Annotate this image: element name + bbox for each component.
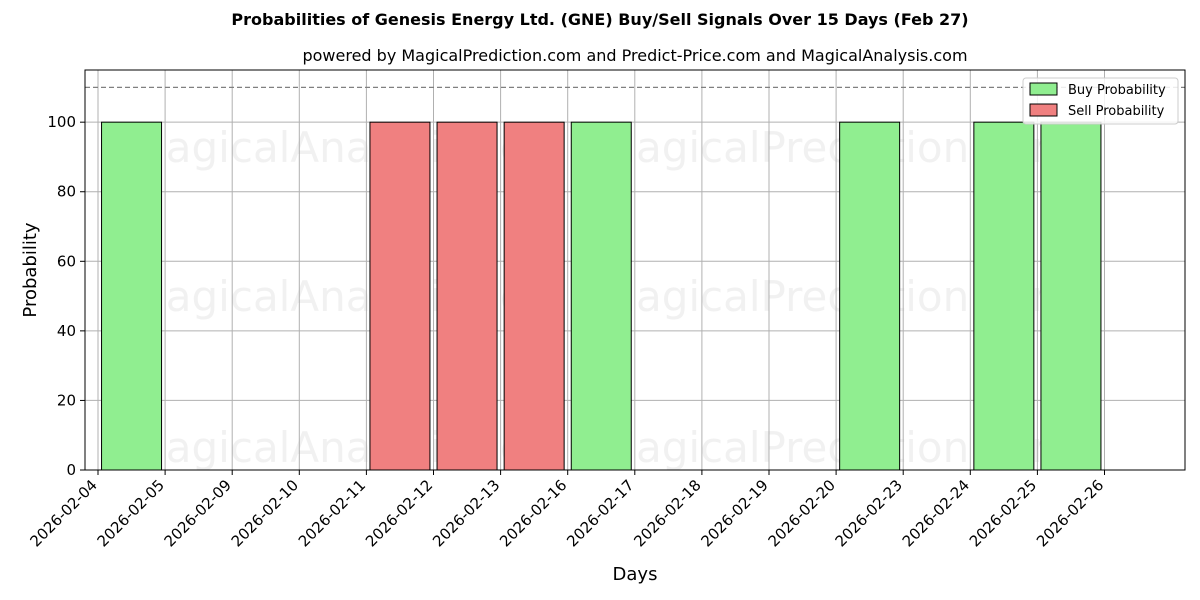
legend-swatch-buy bbox=[1029, 82, 1058, 96]
x-tick-label: 2026-02-25 bbox=[966, 476, 1040, 550]
buy-bar bbox=[570, 121, 632, 471]
y-axis-label: Probability bbox=[20, 222, 41, 317]
buy-bar bbox=[101, 121, 163, 471]
x-tick-label: 2026-02-18 bbox=[630, 476, 704, 550]
x-tick-label: 2026-02-19 bbox=[697, 476, 771, 550]
sell-bar bbox=[369, 121, 431, 471]
x-tick-label: 2026-02-13 bbox=[429, 476, 503, 550]
sell-bar bbox=[436, 121, 498, 471]
y-tick-label: 0 bbox=[66, 461, 76, 479]
x-tick-label: 2026-02-26 bbox=[1033, 476, 1107, 550]
y-tick-label: 100 bbox=[47, 113, 76, 131]
x-tick-label: 2026-02-10 bbox=[228, 476, 302, 550]
x-tick-label: 2026-02-11 bbox=[295, 476, 369, 550]
x-tick-label: 2026-02-17 bbox=[563, 476, 637, 550]
x-tick-label: 2026-02-24 bbox=[899, 476, 973, 550]
watermark-text: MagicalAnalysis.com bbox=[130, 272, 567, 321]
y-tick-label: 80 bbox=[57, 183, 76, 201]
y-tick-label: 40 bbox=[57, 322, 76, 340]
chart-title: Probabilities of Genesis Energy Ltd. (GN… bbox=[231, 10, 969, 29]
chart-subtitle: powered by MagicalPrediction.com and Pre… bbox=[302, 46, 968, 65]
x-tick-label: 2026-02-16 bbox=[496, 476, 570, 550]
sell-bar bbox=[503, 121, 565, 471]
watermark-text: MagicalAnalysis.com bbox=[130, 423, 567, 472]
legend-box bbox=[1022, 77, 1179, 125]
x-axis-label: Days bbox=[613, 564, 658, 585]
x-tick-label: 2026-02-12 bbox=[362, 476, 436, 550]
buy-bar bbox=[973, 121, 1035, 471]
legend-label-buy: Buy Probability bbox=[1068, 83, 1166, 98]
x-tick-label: 2026-02-20 bbox=[765, 476, 839, 550]
legend-label-sell: Sell Probability bbox=[1068, 104, 1165, 119]
buy-bar bbox=[839, 121, 901, 471]
buy-bar bbox=[1040, 121, 1102, 471]
x-tick-label: 2026-02-05 bbox=[94, 476, 168, 550]
x-tick-label: 2026-02-09 bbox=[161, 476, 235, 550]
legend-swatch-sell bbox=[1029, 103, 1058, 117]
x-tick-label: 2026-02-04 bbox=[26, 476, 100, 550]
x-tick-label: 2026-02-23 bbox=[832, 476, 906, 550]
watermark-text: MagicalAnalysis.com bbox=[130, 123, 567, 172]
y-tick-label: 60 bbox=[57, 252, 76, 270]
y-tick-label: 20 bbox=[57, 391, 76, 409]
